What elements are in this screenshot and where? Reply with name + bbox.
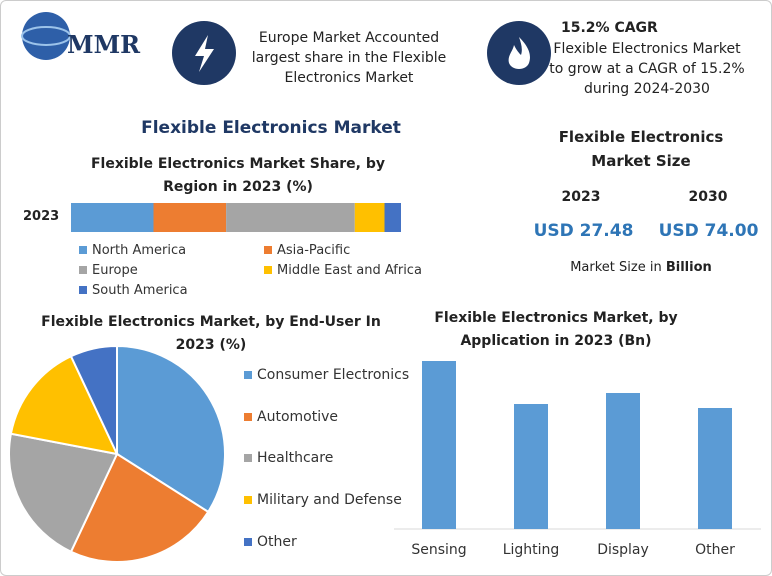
bar: [606, 393, 640, 529]
legend-entry: Consumer Electronics: [244, 367, 409, 383]
bar-segment: [153, 203, 227, 232]
category-label: 2023: [23, 209, 60, 224]
bar-segment: [354, 203, 385, 232]
legend-swatch: [79, 286, 87, 294]
legend-swatch: [79, 266, 87, 274]
logo-text: MMR: [67, 30, 141, 59]
legend-text: Middle East and Africa: [277, 263, 422, 278]
legend-swatch: [244, 496, 252, 505]
legend-entry: South America: [79, 283, 188, 298]
x-tick-label: Other: [695, 542, 735, 558]
legend-entry: Other: [244, 534, 297, 550]
logo-ring: [21, 26, 71, 46]
note: Market Size in: [570, 260, 662, 275]
size-title: Flexible Electronics Market Size: [558, 128, 724, 170]
bolt: [195, 35, 214, 72]
legend-entry: Europe: [79, 263, 138, 278]
legend-entry: Military and Defense: [244, 492, 402, 508]
legend-swatch: [244, 454, 252, 463]
legend-text: Automotive: [257, 408, 338, 425]
x-tick-label: Display: [597, 542, 649, 558]
bar-segment: [384, 203, 401, 232]
legend-text: Military and Defense: [257, 492, 402, 509]
legend-swatch: [244, 412, 252, 421]
pie-slice: [69, 344, 118, 455]
region-title: Flexible Electronics Market Share, by Re…: [90, 156, 386, 195]
bar: [422, 361, 456, 529]
x-tick-label: Lighting: [503, 542, 560, 558]
bar: [698, 408, 732, 529]
pie-slice: [8, 432, 119, 554]
legend-entry: Asia-Pacific: [264, 243, 350, 258]
year: 2023: [561, 189, 601, 205]
legend-swatch: [264, 266, 272, 274]
legend-swatch: [79, 246, 87, 254]
legend-text: Healthcare: [257, 450, 334, 467]
size-value: USD 74.00: [658, 221, 759, 241]
size-value: USD 27.48: [533, 221, 634, 241]
year: 2030: [688, 189, 728, 205]
legend-swatch: [244, 537, 252, 546]
legend-entry: Middle East and Africa: [264, 263, 422, 278]
legend-text: South America: [92, 283, 188, 298]
logo-globe: [22, 12, 70, 60]
legend-text: Consumer Electronics: [257, 367, 410, 383]
legend-entry: North America: [79, 243, 186, 258]
cagr-title: 15.2% CAGR: [561, 20, 658, 36]
legend-text: Asia-Pacific: [277, 243, 351, 258]
callout: Europe Market Accounted largest share in…: [251, 30, 447, 86]
legend-text: Europe: [92, 263, 138, 278]
legend-swatch: [264, 246, 272, 254]
legend-swatch: [244, 371, 252, 379]
pie-slice: [9, 354, 119, 456]
note-unit: Billion: [665, 260, 712, 275]
size-note: Market Size in Billion: [541, 258, 741, 278]
bar-segment: [226, 203, 355, 232]
flame: [508, 37, 530, 69]
bar-title: Flexible Electronics Market, by Applicat…: [434, 310, 678, 349]
pie-title: Flexible Electronics Market, by End-User…: [41, 314, 381, 353]
legend-entry: Automotive: [244, 409, 338, 425]
legend-text: Other: [257, 533, 297, 550]
bar: [514, 404, 548, 529]
bar-segment: [71, 203, 154, 232]
main-title: Flexible Electronics Market: [141, 118, 401, 138]
legend-entry: Healthcare: [244, 450, 333, 466]
legend-text: North America: [92, 243, 187, 258]
cagr-text: Flexible Electronics Market to grow at a…: [549, 41, 745, 97]
x-tick-label: Sensing: [411, 542, 466, 558]
